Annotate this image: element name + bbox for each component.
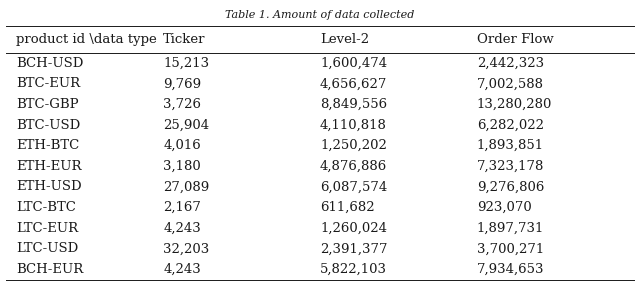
Text: BTC-GBP: BTC-GBP [16, 98, 79, 111]
Text: 3,726: 3,726 [163, 98, 201, 111]
Text: 611,682: 611,682 [320, 201, 374, 214]
Text: 6,087,574: 6,087,574 [320, 180, 387, 193]
Text: 15,213: 15,213 [163, 57, 209, 70]
Text: 25,904: 25,904 [163, 119, 209, 132]
Text: LTC-EUR: LTC-EUR [16, 222, 78, 235]
Text: product id \data type: product id \data type [16, 33, 157, 46]
Text: 923,070: 923,070 [477, 201, 532, 214]
Text: 8,849,556: 8,849,556 [320, 98, 387, 111]
Text: ETH-USD: ETH-USD [16, 180, 82, 193]
Text: 1,600,474: 1,600,474 [320, 57, 387, 70]
Text: 1,893,851: 1,893,851 [477, 139, 544, 152]
Text: BTC-EUR: BTC-EUR [16, 77, 80, 90]
Text: 5,822,103: 5,822,103 [320, 263, 387, 276]
Text: 6,282,022: 6,282,022 [477, 119, 544, 132]
Text: Table 1. Amount of data collected: Table 1. Amount of data collected [225, 10, 415, 20]
Text: 27,089: 27,089 [163, 180, 209, 193]
Text: LTC-USD: LTC-USD [16, 242, 78, 255]
Text: 3,700,271: 3,700,271 [477, 242, 544, 255]
Text: 7,323,178: 7,323,178 [477, 160, 544, 173]
Text: 4,110,818: 4,110,818 [320, 119, 387, 132]
Text: 13,280,280: 13,280,280 [477, 98, 552, 111]
Text: 4,656,627: 4,656,627 [320, 77, 387, 90]
Text: Ticker: Ticker [163, 33, 205, 46]
Text: ETH-EUR: ETH-EUR [16, 160, 81, 173]
Text: 9,276,806: 9,276,806 [477, 180, 544, 193]
Text: 1,260,024: 1,260,024 [320, 222, 387, 235]
Text: 4,016: 4,016 [163, 139, 201, 152]
Text: 1,897,731: 1,897,731 [477, 222, 544, 235]
Text: 2,167: 2,167 [163, 201, 201, 214]
Text: BTC-USD: BTC-USD [16, 119, 80, 132]
Text: 2,391,377: 2,391,377 [320, 242, 387, 255]
Text: 1,250,202: 1,250,202 [320, 139, 387, 152]
Text: Level-2: Level-2 [320, 33, 369, 46]
Text: 4,243: 4,243 [163, 222, 201, 235]
Text: 4,876,886: 4,876,886 [320, 160, 387, 173]
Text: 32,203: 32,203 [163, 242, 209, 255]
Text: 3,180: 3,180 [163, 160, 201, 173]
Text: 4,243: 4,243 [163, 263, 201, 276]
Text: 9,769: 9,769 [163, 77, 202, 90]
Text: Order Flow: Order Flow [477, 33, 554, 46]
Text: 7,934,653: 7,934,653 [477, 263, 544, 276]
Text: 2,442,323: 2,442,323 [477, 57, 544, 70]
Text: LTC-BTC: LTC-BTC [16, 201, 76, 214]
Text: BCH-USD: BCH-USD [16, 57, 83, 70]
Text: 7,002,588: 7,002,588 [477, 77, 544, 90]
Text: BCH-EUR: BCH-EUR [16, 263, 83, 276]
Text: ETH-BTC: ETH-BTC [16, 139, 79, 152]
